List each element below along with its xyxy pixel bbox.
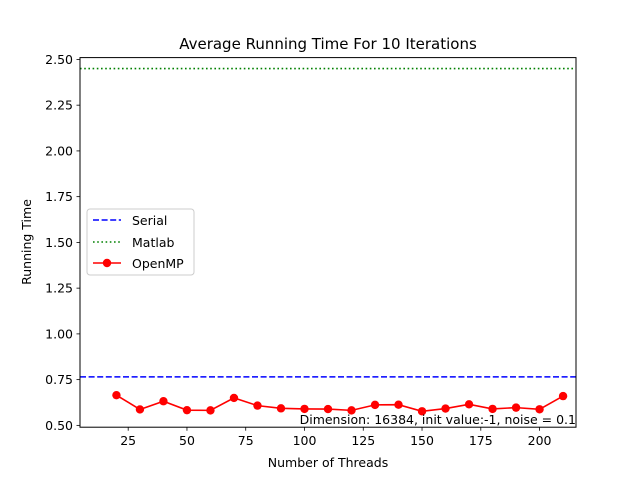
- legend-openmp-label: OpenMP: [132, 256, 184, 271]
- y-tick-label: 0.75: [45, 372, 73, 387]
- openmp-point: [347, 406, 356, 415]
- openmp-point: [112, 390, 121, 400]
- legend-openmp-marker: [102, 258, 112, 268]
- openmp-point: [441, 404, 450, 413]
- legend-matlab-label: Matlab: [132, 235, 174, 250]
- x-tick-label: 200: [528, 433, 552, 448]
- openmp-point: [159, 397, 168, 406]
- x-tick-label: 125: [351, 433, 375, 448]
- y-tick-label: 0.50: [45, 418, 73, 433]
- y-axis-ticks: 0.50 0.75 1.00 1.25 1.50 1.75 2.00 2.25 2.50: [45, 52, 80, 433]
- y-tick-label: 2.25: [45, 98, 73, 113]
- legend-serial-label: Serial: [132, 213, 167, 228]
- series-openmp: [112, 390, 568, 416]
- openmp-point: [206, 406, 215, 415]
- x-axis-label: Number of Threads: [268, 455, 388, 470]
- y-tick-label: 1.00: [45, 326, 73, 341]
- y-tick-label: 1.25: [45, 281, 73, 296]
- openmp-point: [417, 407, 427, 416]
- openmp-point: [511, 403, 521, 412]
- openmp-point: [535, 405, 544, 414]
- x-tick-label: 75: [238, 433, 254, 448]
- y-tick-label: 2.00: [45, 143, 73, 158]
- openmp-point: [276, 404, 286, 413]
- x-tick-label: 175: [469, 433, 493, 448]
- y-tick-label: 2.50: [45, 52, 73, 67]
- openmp-point: [488, 404, 497, 414]
- y-tick-label: 1.50: [45, 235, 73, 250]
- y-axis-label: Running Time: [19, 199, 34, 285]
- x-tick-label: 100: [293, 433, 317, 448]
- x-axis-ticks: 25 50 75 100 125 150 175 200: [120, 427, 552, 448]
- x-tick-label: 150: [410, 433, 434, 448]
- openmp-point: [300, 404, 309, 414]
- x-tick-label: 25: [120, 433, 136, 448]
- chart-annotation: Dimension: 16384, init value:-1, noise =…: [300, 412, 576, 427]
- openmp-point: [135, 405, 145, 414]
- legend: Serial Matlab OpenMP: [86, 208, 195, 276]
- openmp-point: [394, 400, 403, 409]
- openmp-point: [464, 400, 474, 409]
- openmp-point: [182, 405, 192, 415]
- openmp-point: [323, 404, 333, 414]
- legend-box: [86, 208, 195, 276]
- openmp-point: [370, 400, 380, 410]
- x-tick-label: 50: [179, 433, 195, 448]
- y-tick-label: 1.75: [45, 189, 73, 204]
- openmp-point: [229, 393, 239, 403]
- chart-title: Average Running Time For 10 Iterations: [179, 35, 477, 53]
- openmp-point: [558, 391, 568, 401]
- openmp-point: [253, 401, 262, 410]
